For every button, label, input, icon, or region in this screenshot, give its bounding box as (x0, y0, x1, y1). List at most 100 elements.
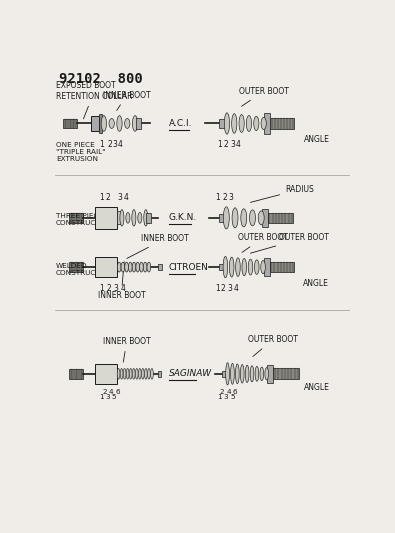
Bar (99, 114, 102, 133)
Text: 3: 3 (113, 140, 118, 149)
Bar (95, 207, 117, 229)
Bar (271, 118, 294, 129)
Text: 4: 4 (118, 140, 123, 149)
Bar (158, 264, 162, 270)
Bar (95, 364, 117, 384)
Text: CITROEN: CITROEN (169, 263, 209, 272)
Text: 1: 1 (100, 140, 104, 149)
Text: 3: 3 (224, 394, 228, 400)
Ellipse shape (120, 209, 124, 226)
Text: INNER BOOT: INNER BOOT (103, 337, 150, 362)
Ellipse shape (117, 116, 122, 131)
Text: INNER BOOT: INNER BOOT (98, 262, 145, 300)
Text: EXPOSED BOOT
RETENTION COLLAR: EXPOSED BOOT RETENTION COLLAR (56, 82, 133, 119)
Ellipse shape (255, 366, 259, 381)
Ellipse shape (109, 118, 114, 128)
Ellipse shape (132, 116, 138, 131)
Bar (91, 116, 99, 131)
Text: 5: 5 (112, 394, 117, 400)
Ellipse shape (250, 210, 256, 226)
Text: 1: 1 (99, 394, 104, 400)
Ellipse shape (150, 368, 153, 379)
Bar (222, 371, 226, 377)
Text: OUTER BOOT: OUTER BOOT (239, 87, 288, 106)
Bar (264, 258, 270, 276)
Text: 1: 1 (99, 193, 104, 202)
Ellipse shape (120, 368, 123, 379)
Text: 1: 1 (216, 394, 221, 400)
Ellipse shape (135, 368, 138, 379)
Ellipse shape (144, 209, 148, 226)
Text: 92102  800: 92102 800 (58, 72, 142, 86)
Bar (158, 371, 161, 377)
Ellipse shape (117, 262, 121, 272)
Bar (69, 369, 83, 379)
Text: 1: 1 (215, 284, 220, 293)
Text: INNER BOOT: INNER BOOT (103, 91, 150, 110)
Ellipse shape (125, 262, 128, 272)
Text: SAGINAW: SAGINAW (169, 369, 212, 378)
Ellipse shape (239, 115, 244, 132)
Text: OUTER BOOT: OUTER BOOT (248, 335, 297, 357)
Ellipse shape (138, 368, 141, 379)
Text: 4: 4 (124, 193, 129, 202)
Ellipse shape (232, 114, 237, 133)
Text: G.K.N.: G.K.N. (169, 213, 197, 222)
Bar (147, 213, 151, 223)
Ellipse shape (117, 368, 120, 379)
Text: 4: 4 (226, 390, 231, 395)
Ellipse shape (245, 365, 249, 383)
Text: 1: 1 (99, 284, 104, 293)
Ellipse shape (223, 207, 229, 229)
Ellipse shape (101, 116, 107, 131)
Ellipse shape (126, 368, 129, 379)
Text: 3: 3 (228, 284, 232, 293)
Ellipse shape (232, 208, 238, 228)
Ellipse shape (229, 257, 234, 277)
Text: 2: 2 (222, 193, 227, 202)
Text: 4: 4 (234, 284, 239, 293)
Text: 2: 2 (220, 284, 225, 293)
Bar (219, 118, 225, 128)
Text: A.C.I.: A.C.I. (169, 119, 192, 128)
Ellipse shape (223, 256, 228, 278)
Ellipse shape (143, 262, 147, 272)
Ellipse shape (231, 364, 234, 384)
Ellipse shape (241, 365, 244, 383)
Text: 5: 5 (230, 394, 235, 400)
Text: INNER BOOT: INNER BOOT (127, 235, 189, 259)
Text: 3: 3 (113, 284, 118, 293)
Text: 2: 2 (219, 390, 224, 395)
Text: 4: 4 (236, 140, 241, 149)
Ellipse shape (226, 363, 229, 385)
Ellipse shape (224, 113, 229, 134)
Text: OUTER BOOT: OUTER BOOT (250, 233, 329, 253)
Bar (273, 368, 299, 379)
Ellipse shape (261, 261, 265, 273)
Ellipse shape (258, 211, 264, 225)
Ellipse shape (236, 258, 240, 277)
Ellipse shape (121, 262, 125, 272)
Ellipse shape (129, 368, 132, 379)
Ellipse shape (265, 368, 269, 380)
Bar (270, 262, 294, 272)
Text: ANGLE: ANGLE (303, 279, 329, 288)
Ellipse shape (132, 209, 136, 226)
Ellipse shape (141, 368, 144, 379)
Ellipse shape (261, 117, 266, 130)
Bar (63, 118, 77, 128)
Ellipse shape (248, 259, 253, 275)
Text: ONE PIECE
"TRIPLE RAIL"
EXTRUSION: ONE PIECE "TRIPLE RAIL" EXTRUSION (56, 142, 106, 163)
Text: 6: 6 (233, 390, 237, 395)
Text: 3: 3 (230, 140, 235, 149)
Ellipse shape (250, 366, 254, 382)
Bar (117, 211, 121, 224)
Text: 2: 2 (106, 193, 111, 202)
Bar (69, 262, 83, 272)
Text: 2: 2 (224, 140, 229, 149)
Ellipse shape (138, 213, 142, 223)
Text: 2: 2 (107, 140, 112, 149)
Text: 3: 3 (117, 193, 122, 202)
Text: 1: 1 (215, 193, 220, 202)
Text: ANGLE: ANGLE (304, 383, 330, 392)
